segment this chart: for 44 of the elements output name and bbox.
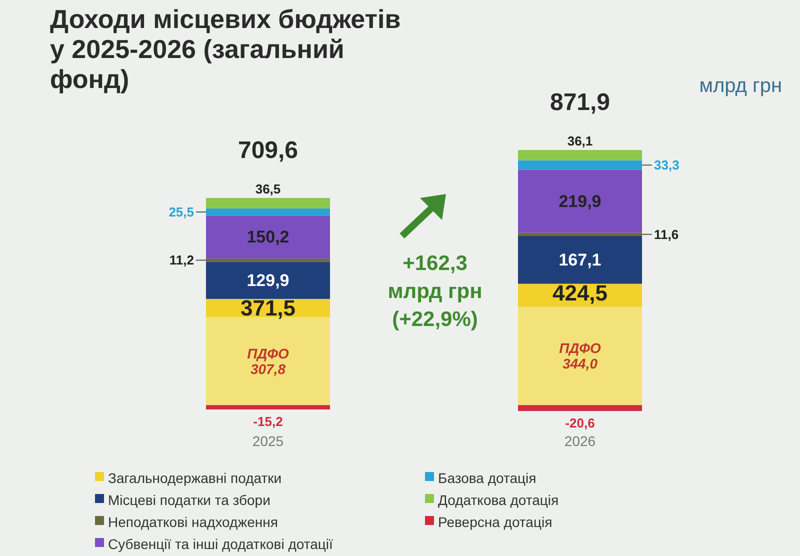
bar [206, 317, 330, 406]
data-label: -20,6 [565, 416, 595, 430]
legend-label: Загальнодержавні податки [108, 470, 282, 486]
legend-label: Базова дотація [438, 470, 536, 486]
data-label: 33,3 [654, 158, 680, 173]
legend-label: Місцеві податки та збори [108, 492, 270, 508]
data-label: 167,1 [558, 250, 602, 270]
data-label: 129,9 [246, 270, 290, 290]
legend-label: Субвенції та інші додаткові дотації [108, 536, 334, 552]
bar [206, 405, 330, 410]
bar [206, 208, 330, 216]
bar [518, 170, 642, 233]
data-label: 36,1 [567, 134, 593, 148]
bar [518, 232, 642, 236]
bar [206, 258, 330, 262]
annotation: 371,5 [240, 295, 296, 320]
data-label: 11,6 [654, 226, 679, 242]
bar [206, 198, 330, 208]
total-label: 871,9 [550, 89, 610, 116]
bar [518, 306, 642, 406]
data-label: ПДФО 307,8 [247, 345, 290, 377]
annotation: 424,5 [552, 280, 608, 306]
bar [518, 236, 642, 284]
data-label: 150,2 [246, 228, 290, 247]
data-label: ПДФО 344,0 [559, 340, 602, 372]
chart-title: Доходи місцевих бюджетів у 2025-2026 (загальний фонд) [50, 4, 401, 94]
data-label: 25,5 [168, 204, 194, 220]
bar [518, 160, 642, 170]
data-label: 36,5 [255, 181, 281, 196]
total-label: 709,6 [238, 136, 298, 164]
legend-label: Реверсна дотація [438, 514, 552, 530]
legend-label: Додаткова дотація [438, 492, 559, 508]
x-tick-label: 2025 [252, 433, 284, 449]
bar [206, 262, 330, 299]
data-label: 219,9 [558, 192, 602, 211]
bar [518, 150, 642, 160]
data-label: 11,2 [169, 252, 194, 268]
annotation: +162,3 млрд грн (+22,9%) [388, 252, 482, 331]
x-tick-label: 2026 [564, 433, 596, 449]
text: млрд грн [699, 75, 782, 97]
legend-label: Неподаткові надходження [108, 514, 278, 530]
data-label: -15,2 [253, 414, 283, 429]
bar [206, 216, 330, 259]
bar [518, 405, 642, 411]
